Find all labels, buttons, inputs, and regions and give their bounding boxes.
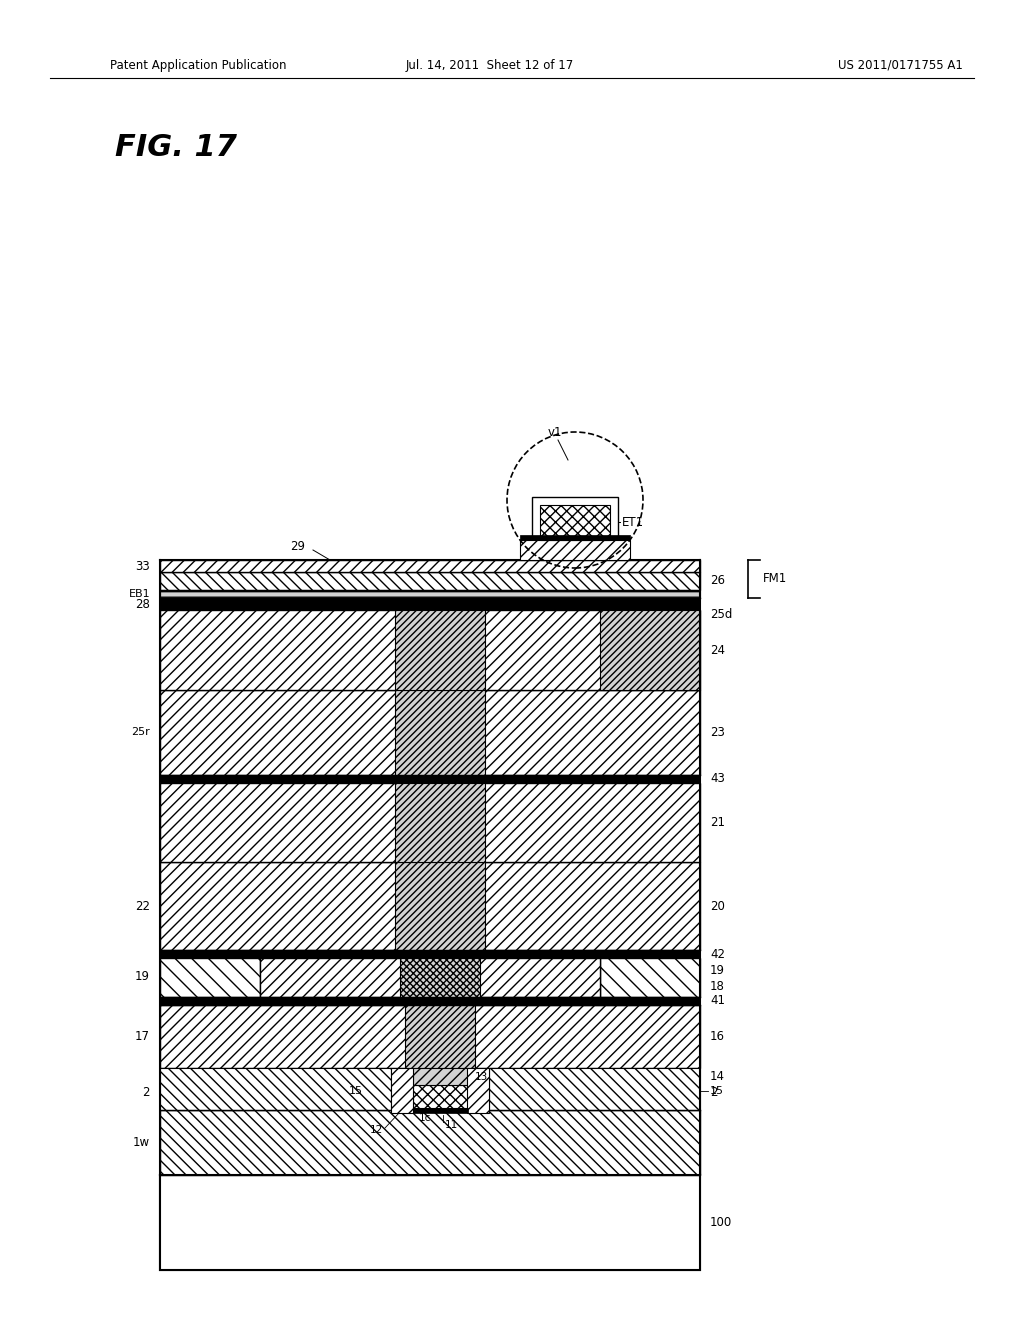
Bar xyxy=(620,1085,685,1110)
Bar xyxy=(160,572,700,590)
Text: 16: 16 xyxy=(710,1030,725,1043)
Text: 14: 14 xyxy=(710,1069,725,1082)
Bar xyxy=(489,1068,700,1110)
Bar xyxy=(160,997,700,1005)
Bar xyxy=(160,958,260,997)
Bar xyxy=(400,958,480,997)
Bar xyxy=(160,862,700,950)
Text: 28: 28 xyxy=(135,598,150,610)
Text: EB1: EB1 xyxy=(128,589,150,599)
Text: 19: 19 xyxy=(135,970,150,983)
Text: 11: 11 xyxy=(445,1119,459,1130)
Bar xyxy=(406,1005,475,1068)
Bar xyxy=(413,1085,468,1107)
Bar xyxy=(520,540,630,560)
Text: 22: 22 xyxy=(135,899,150,912)
Text: 100: 100 xyxy=(710,1216,732,1229)
Bar xyxy=(160,775,700,783)
Bar xyxy=(391,1068,413,1113)
Bar xyxy=(395,610,485,690)
Text: 12: 12 xyxy=(370,1125,383,1135)
Bar xyxy=(467,1068,489,1113)
Text: 2: 2 xyxy=(142,1086,150,1100)
Bar xyxy=(160,560,700,572)
Text: v1: v1 xyxy=(548,425,562,438)
Text: 20: 20 xyxy=(710,899,725,912)
Bar xyxy=(175,1085,240,1110)
Text: 25r: 25r xyxy=(131,727,150,737)
Text: 2: 2 xyxy=(710,1086,718,1100)
Text: 41: 41 xyxy=(710,994,725,1007)
Text: 42: 42 xyxy=(710,948,725,961)
Bar xyxy=(160,950,700,958)
Bar xyxy=(600,958,700,997)
Text: 1w: 1w xyxy=(133,1135,150,1148)
Bar xyxy=(395,690,485,775)
Text: Patent Application Publication: Patent Application Publication xyxy=(110,58,287,71)
Text: 23: 23 xyxy=(710,726,725,738)
Bar xyxy=(395,783,485,862)
Bar xyxy=(160,598,700,610)
Text: 29: 29 xyxy=(290,540,305,553)
Text: 1c: 1c xyxy=(419,1113,431,1123)
Bar xyxy=(413,1068,468,1085)
Bar xyxy=(160,1175,700,1270)
Text: FM1: FM1 xyxy=(763,573,787,586)
Bar xyxy=(160,1110,700,1175)
Bar xyxy=(260,958,600,997)
Text: 19: 19 xyxy=(710,964,725,977)
Bar xyxy=(532,498,618,548)
Bar xyxy=(413,1107,468,1113)
Bar xyxy=(160,1068,391,1110)
Text: 17: 17 xyxy=(135,1030,150,1043)
Bar xyxy=(160,783,700,862)
Text: 24: 24 xyxy=(710,644,725,656)
Bar xyxy=(520,535,630,540)
Bar xyxy=(160,610,700,690)
Text: FIG. 17: FIG. 17 xyxy=(115,133,237,162)
Text: 33: 33 xyxy=(135,560,150,573)
Bar xyxy=(600,610,700,690)
Text: 25d: 25d xyxy=(710,609,732,622)
Text: US 2011/0171755 A1: US 2011/0171755 A1 xyxy=(838,58,963,71)
Text: 13: 13 xyxy=(475,1072,488,1082)
Text: 15: 15 xyxy=(710,1086,724,1096)
Bar xyxy=(160,590,700,598)
Text: Jul. 14, 2011  Sheet 12 of 17: Jul. 14, 2011 Sheet 12 of 17 xyxy=(406,58,574,71)
Text: 43: 43 xyxy=(710,772,725,785)
Text: ET1: ET1 xyxy=(622,516,644,528)
Bar xyxy=(395,862,485,950)
Bar xyxy=(160,1005,700,1068)
Text: 21: 21 xyxy=(710,816,725,829)
Text: 26: 26 xyxy=(710,574,725,587)
Text: 18: 18 xyxy=(710,979,725,993)
Text: 15: 15 xyxy=(349,1086,362,1096)
Bar xyxy=(160,690,700,775)
Bar xyxy=(540,506,610,540)
Bar xyxy=(160,1175,700,1270)
